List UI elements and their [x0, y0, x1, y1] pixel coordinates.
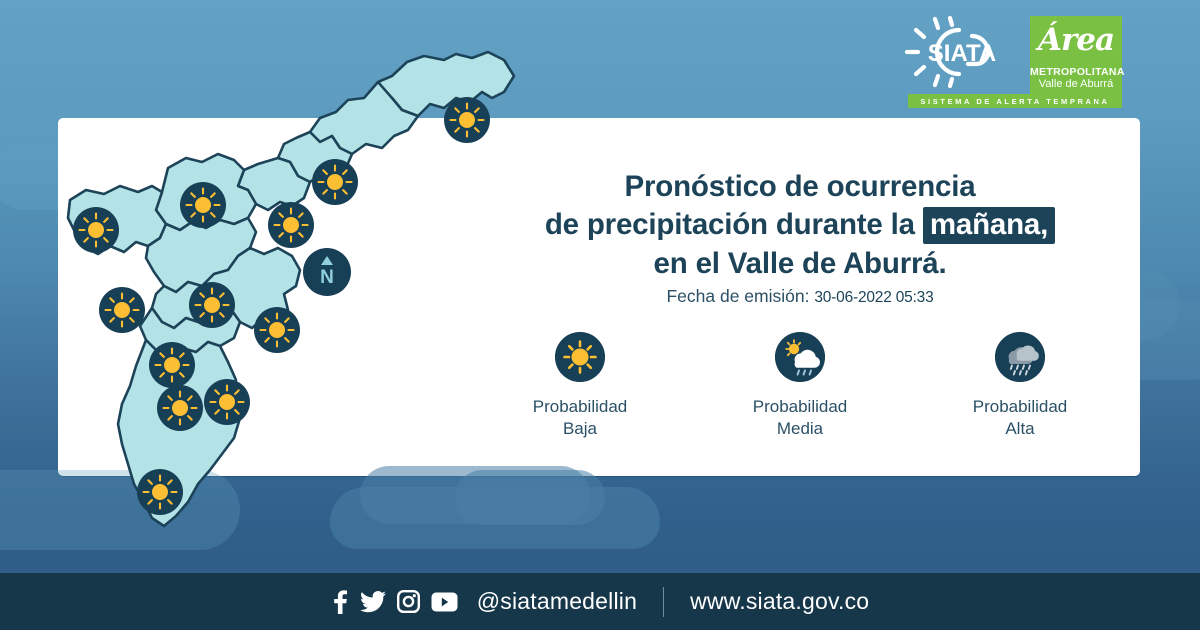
sun-icon: [162, 390, 198, 426]
valle-de-aburra-map[interactable]: N: [52, 40, 522, 570]
tagline-banner: SISTEMA DE ALERTA TEMPRANA: [908, 94, 1122, 108]
sun-icon: [449, 102, 485, 138]
map-marker-baja[interactable]: [444, 97, 490, 143]
legend-label-alta: Probabilidad Alta: [972, 397, 1068, 439]
svg-text:N: N: [320, 267, 334, 288]
background-cloud-icon: [455, 470, 605, 525]
facebook-icon[interactable]: [331, 589, 349, 614]
sun-icon: [104, 292, 140, 328]
cloud-rain-icon: [995, 332, 1045, 382]
sun-icon: [185, 187, 221, 223]
social-icons: [331, 589, 458, 614]
area-metropolitana-logo: Área METROPOLITANA Valle de Aburrá: [1030, 16, 1125, 96]
footer-bar: @siatamedellin www.siata.gov.co: [0, 573, 1200, 630]
siata-wordmark: SIATA: [928, 40, 996, 67]
sun-icon: [142, 474, 178, 510]
footer-divider: [663, 586, 665, 617]
sun-icon: [259, 312, 295, 348]
map-marker-baja[interactable]: [204, 379, 250, 425]
area-metropolitana-text: METROPOLITANA: [1030, 66, 1125, 78]
legend-item-media[interactable]: Probabilidad Media: [690, 332, 910, 441]
compass-north-icon: N: [303, 248, 351, 296]
siata-logo: SIATA: [902, 15, 1022, 90]
map-marker-baja[interactable]: [99, 287, 145, 333]
legend-item-alta[interactable]: Probabilidad Alta: [910, 332, 1130, 441]
map-marker-baja[interactable]: [254, 307, 300, 353]
map-marker-baja[interactable]: [268, 202, 314, 248]
headline-highlight: mañana,: [922, 207, 1056, 245]
headline-line-2: de precipitación durante la mañana,: [470, 206, 1130, 245]
map-marker-baja[interactable]: [312, 159, 358, 205]
youtube-icon[interactable]: [431, 592, 458, 612]
issue-date-value: 30-06-2022 05:33: [814, 289, 934, 306]
page-title: Pronóstico de ocurrencia de precipitació…: [470, 168, 1130, 283]
twitter-icon[interactable]: [359, 590, 386, 613]
map-marker-baja[interactable]: [137, 469, 183, 515]
map-marker-baja[interactable]: [149, 342, 195, 388]
legend-label-baja: Probabilidad Baja: [532, 397, 628, 439]
map-marker-baja[interactable]: [180, 182, 226, 228]
sun-icon: [273, 207, 309, 243]
headline-line-3: en el Valle de Aburrá.: [653, 246, 947, 280]
issue-date: Fecha de emisión: 30-06-2022 05:33: [470, 286, 1130, 307]
headline-line-1: Pronóstico de ocurrencia: [624, 170, 976, 203]
map-marker-baja[interactable]: [189, 282, 235, 328]
map-marker-baja[interactable]: [73, 207, 119, 253]
sun-icon: [209, 384, 245, 420]
sun-icon: [154, 347, 190, 383]
sun-icon: [78, 212, 114, 248]
area-script-text: Área: [1037, 22, 1115, 58]
sun-icon: [194, 287, 230, 323]
area-valle-text: Valle de Aburrá: [1038, 78, 1114, 90]
instagram-icon[interactable]: [396, 590, 420, 613]
sun-icon: [317, 164, 353, 200]
website-url[interactable]: www.siata.gov.co: [690, 588, 870, 614]
issue-date-label: Fecha de emisión:: [666, 286, 810, 306]
map-marker-baja[interactable]: [157, 385, 203, 431]
headline-line-2-text: de precipitación durante la: [544, 208, 923, 242]
sun-cloud-rain-icon: [775, 332, 825, 382]
sun-icon: [555, 332, 605, 382]
legend-item-baja[interactable]: Probabilidad Baja: [470, 332, 690, 441]
legend-label-media: Probabilidad Media: [752, 397, 848, 439]
logo-group: SIATA Área METROPOLITANA Valle de Aburrá: [902, 15, 1125, 96]
social-handle[interactable]: @siatamedellin: [476, 588, 638, 614]
probability-legend: Probabilidad Baja: [470, 332, 1130, 441]
